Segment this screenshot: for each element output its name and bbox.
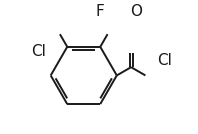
Text: Cl: Cl [31, 44, 46, 59]
Text: O: O [130, 4, 143, 19]
Text: Cl: Cl [157, 53, 172, 68]
Text: F: F [95, 4, 104, 19]
